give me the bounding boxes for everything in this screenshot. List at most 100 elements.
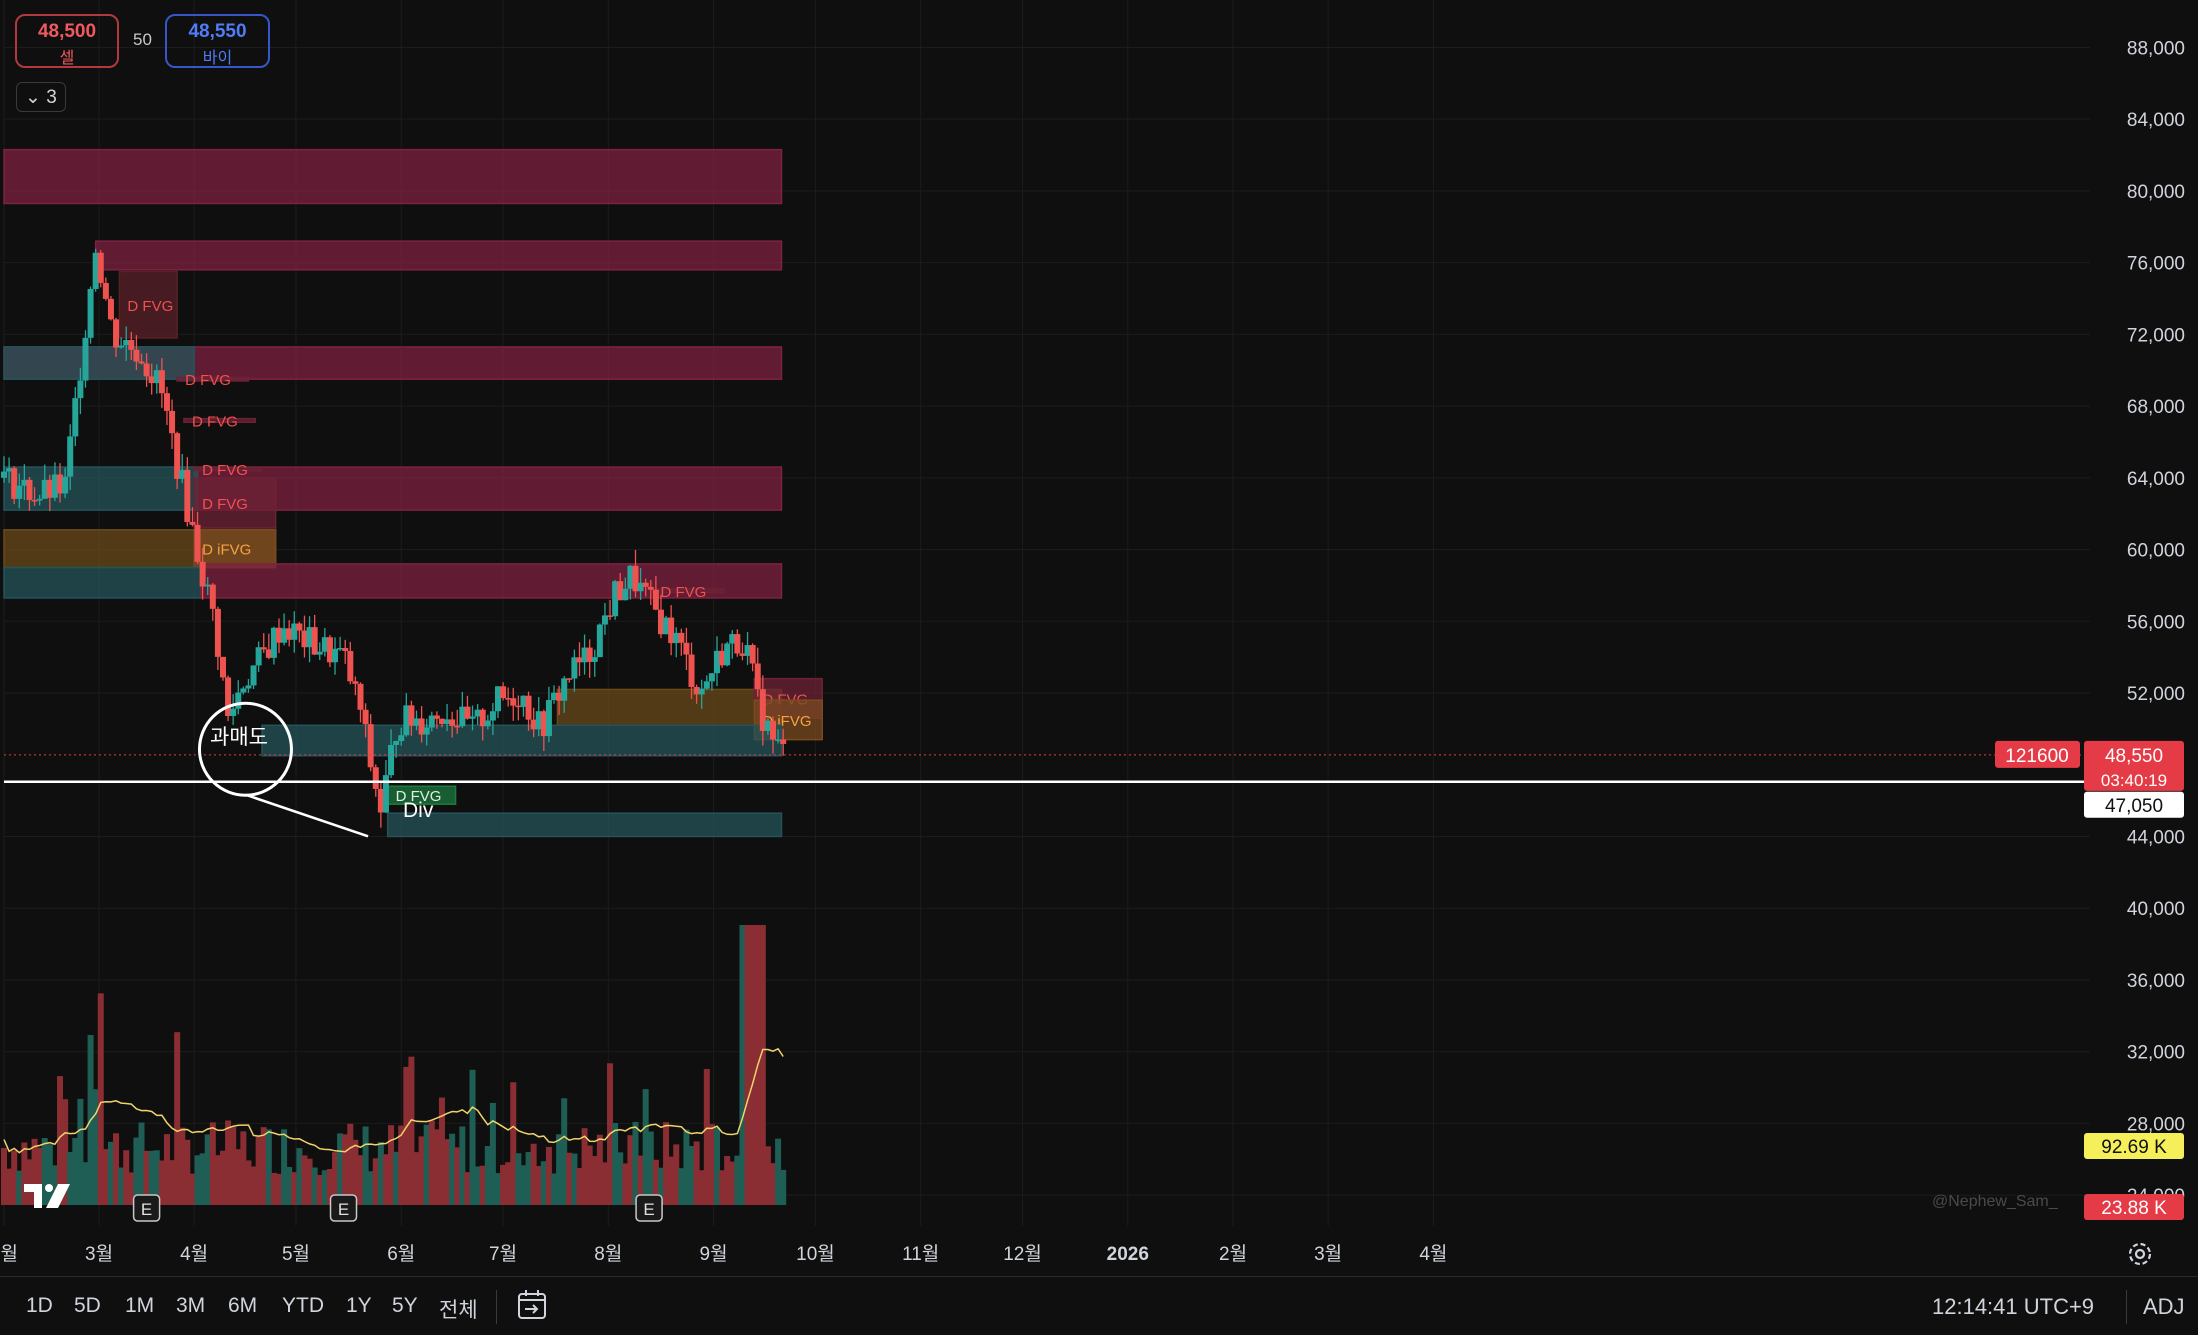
candle-body: [652, 589, 659, 610]
candle-body: [770, 720, 777, 740]
last-price-label: 48,550: [2105, 746, 2163, 767]
volume-bar: [591, 1156, 598, 1205]
go-to-date-icon[interactable]: [516, 1288, 550, 1322]
volume-bar: [683, 1129, 690, 1205]
y-axis-tick-label: 80,000: [2127, 182, 2185, 203]
candle-body: [545, 700, 552, 737]
volume-bar: [219, 1150, 226, 1205]
volume-bar: [489, 1102, 496, 1205]
volume-bar: [627, 1135, 634, 1205]
candle-body: [342, 648, 349, 652]
volume-bar: [377, 1141, 384, 1205]
volume-bar: [250, 1166, 257, 1205]
candle-body: [520, 695, 527, 707]
volume-bar: [428, 1120, 435, 1205]
candle-body: [148, 376, 155, 384]
candle-body: [754, 663, 761, 690]
earnings-marker-label: E: [643, 1200, 654, 1219]
volume-bar: [474, 1166, 481, 1205]
volume-bar: [347, 1123, 354, 1205]
candle-body: [143, 363, 150, 377]
volume-bar: [97, 993, 104, 1205]
range-button-5[interactable]: YTD: [282, 1294, 324, 1317]
range-button-3[interactable]: 3M: [176, 1294, 206, 1317]
candle-body: [617, 581, 624, 601]
candle-body: [607, 615, 614, 617]
candle-body: [612, 581, 619, 617]
candle-body: [668, 617, 675, 644]
volume-bar: [281, 1129, 288, 1205]
volume-bar: [581, 1128, 588, 1205]
candle-body: [255, 647, 262, 666]
candle-body: [235, 692, 242, 709]
range-button-6[interactable]: 1Y: [346, 1294, 372, 1317]
candle-body: [219, 656, 226, 678]
x-axis-tick-label: 2월: [0, 1243, 18, 1265]
volume-bar: [464, 1172, 471, 1205]
candle-body: [428, 715, 435, 728]
fvg-zone: [386, 812, 783, 838]
range-button-8[interactable]: 전체: [439, 1299, 478, 1322]
candle-body: [438, 718, 445, 724]
candle-body: [92, 252, 99, 289]
volume-bar: [235, 1149, 242, 1205]
volume-bar: [759, 925, 766, 1205]
candle-body: [128, 340, 135, 350]
volume-bar: [632, 1121, 639, 1205]
volume-bar: [77, 1098, 84, 1205]
candle-body: [530, 719, 537, 730]
last-price-tag: [2084, 740, 2184, 791]
buy-button[interactable]: 48,550 바이: [165, 14, 270, 68]
fvg-zone: [118, 270, 178, 339]
range-button-7[interactable]: 5Y: [392, 1294, 418, 1317]
range-button-2[interactable]: 1M: [125, 1294, 155, 1317]
volume-bar: [749, 925, 756, 1205]
candle-body: [240, 688, 247, 693]
candle-body: [184, 469, 191, 522]
volume-bar: [403, 1066, 410, 1205]
candle-body: [724, 643, 731, 666]
volume-bar: [500, 1164, 507, 1205]
volume-bar: [92, 1089, 99, 1205]
author-watermark: @Nephew_Sam_: [1932, 1193, 2059, 1210]
volume-bar: [286, 1166, 293, 1205]
candle-body: [515, 705, 522, 708]
y-axis-tick-label: 52,000: [2127, 684, 2185, 705]
chart-settings-icon[interactable]: [2126, 1240, 2154, 1268]
clock-timezone[interactable]: 12:14:41 UTC+9: [1932, 1294, 2095, 1319]
sell-button[interactable]: 48,500 셀: [15, 14, 119, 68]
volume-bar: [698, 1170, 705, 1205]
volume-bar: [352, 1139, 359, 1205]
range-button-1[interactable]: 5D: [74, 1294, 101, 1317]
fvg-zone: [193, 466, 263, 472]
adjust-toggle[interactable]: ADJ: [2143, 1294, 2185, 1319]
candle-body: [459, 706, 466, 727]
x-axis-tick-label: 4월: [1419, 1243, 1447, 1265]
volume-bar: [535, 1166, 542, 1205]
candle-body: [535, 711, 542, 730]
volume-bar: [764, 1146, 771, 1205]
range-button-0[interactable]: 1D: [26, 1294, 53, 1317]
volume-bar: [719, 1170, 726, 1205]
candle-body: [505, 698, 512, 700]
candle-body: [749, 645, 756, 664]
candle-body: [632, 565, 639, 592]
candle-body: [734, 634, 741, 654]
volume-bar: [148, 1150, 155, 1205]
volume-bar: [571, 1153, 578, 1205]
candle-body: [306, 627, 313, 648]
candle-body: [62, 476, 69, 494]
candle-body: [347, 651, 354, 682]
candle-body: [158, 370, 165, 394]
layers-toggle-button[interactable]: ⌄ 3: [16, 82, 66, 112]
range-button-4[interactable]: 6M: [228, 1294, 258, 1317]
candle-body: [72, 398, 79, 437]
candle-body: [189, 521, 196, 525]
candle-body: [703, 681, 710, 689]
candle-body: [179, 469, 186, 479]
volume-bar: [729, 1161, 736, 1205]
candle-body: [657, 609, 664, 635]
candle-body: [362, 709, 369, 725]
fvg-zone: [176, 376, 250, 382]
